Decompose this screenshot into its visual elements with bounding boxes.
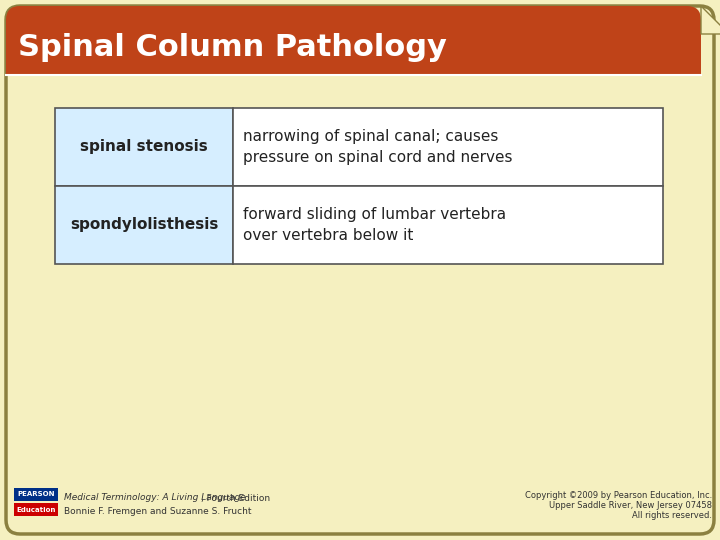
- Text: Copyright ©2009 by Pearson Education, Inc.: Copyright ©2009 by Pearson Education, In…: [525, 491, 712, 501]
- Text: spinal stenosis: spinal stenosis: [80, 139, 208, 154]
- Bar: [6, 60, 20, 74]
- Bar: [687, 60, 701, 74]
- Text: spondylolisthesis: spondylolisthesis: [70, 218, 218, 233]
- Bar: [14, 503, 58, 516]
- Text: All rights reserved.: All rights reserved.: [632, 511, 712, 521]
- FancyBboxPatch shape: [6, 6, 701, 74]
- Text: PEARSON: PEARSON: [17, 491, 55, 497]
- Bar: [14, 488, 58, 501]
- Text: Bonnie F. Fremgen and Suzanne S. Frucht: Bonnie F. Fremgen and Suzanne S. Frucht: [64, 507, 251, 516]
- Bar: [233, 108, 663, 186]
- Text: Medical Terminology: A Living Language: Medical Terminology: A Living Language: [64, 494, 246, 503]
- Text: , Fourth Edition: , Fourth Edition: [201, 494, 270, 503]
- FancyBboxPatch shape: [6, 6, 714, 534]
- Text: forward sliding of lumbar vertebra
over vertebra below it: forward sliding of lumbar vertebra over …: [243, 207, 506, 243]
- Bar: [55, 108, 233, 186]
- Text: Education: Education: [17, 507, 55, 512]
- Text: Upper Saddle River, New Jersey 07458: Upper Saddle River, New Jersey 07458: [549, 502, 712, 510]
- Bar: [55, 186, 233, 264]
- Polygon shape: [701, 6, 720, 34]
- Text: Spinal Column Pathology: Spinal Column Pathology: [18, 33, 447, 63]
- Bar: [233, 186, 663, 264]
- Text: narrowing of spinal canal; causes
pressure on spinal cord and nerves: narrowing of spinal canal; causes pressu…: [243, 129, 513, 165]
